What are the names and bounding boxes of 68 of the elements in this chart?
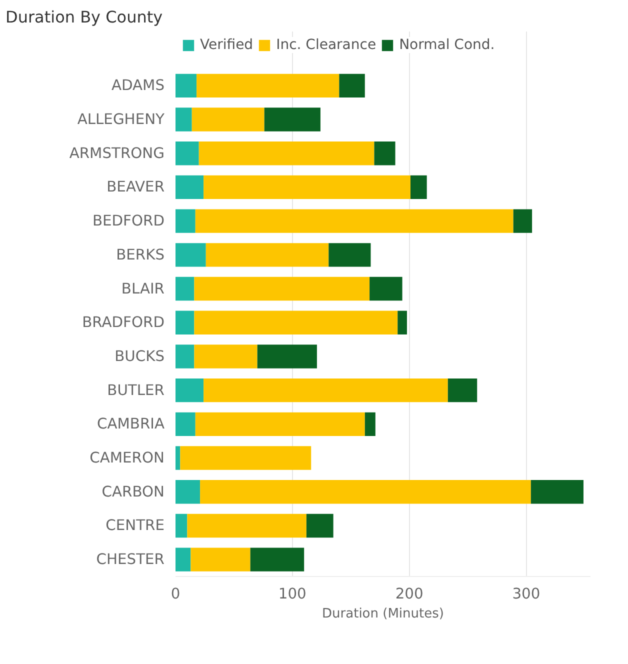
bar bbox=[194, 344, 258, 368]
bar bbox=[176, 480, 200, 504]
bar bbox=[398, 310, 407, 334]
bar bbox=[339, 74, 365, 98]
bar bbox=[176, 74, 197, 98]
y-tick-label: CAMERON bbox=[90, 450, 165, 467]
x-tick-label: 0 bbox=[170, 586, 180, 602]
bar bbox=[187, 514, 306, 538]
bar bbox=[204, 175, 410, 200]
legend-label: Verified bbox=[200, 37, 254, 53]
bar bbox=[198, 142, 374, 166]
bar bbox=[176, 378, 204, 402]
x-axis-title: Duration (Minutes) bbox=[322, 606, 444, 622]
y-tick-label: BERKS bbox=[116, 246, 165, 264]
x-tick-label: 100 bbox=[278, 586, 306, 602]
bar bbox=[328, 243, 371, 267]
bar bbox=[206, 243, 329, 267]
bar bbox=[176, 344, 194, 368]
bar bbox=[194, 276, 370, 301]
y-tick-label: ARMSTRONG bbox=[69, 144, 165, 162]
y-tick-label: BEAVER bbox=[106, 178, 164, 196]
bar bbox=[176, 310, 194, 334]
bar bbox=[250, 548, 304, 572]
y-tick-label: CARBON bbox=[102, 483, 165, 500]
bar bbox=[530, 480, 584, 504]
y-tick-label: BUTLER bbox=[107, 382, 165, 399]
bar bbox=[176, 514, 188, 538]
bar bbox=[176, 243, 206, 267]
bar bbox=[176, 175, 204, 200]
bar bbox=[194, 310, 398, 334]
bar bbox=[264, 108, 320, 132]
x-tick-label: 200 bbox=[395, 586, 424, 602]
bar bbox=[410, 175, 427, 200]
y-tick-label: BEDFORD bbox=[92, 212, 165, 230]
bar bbox=[190, 548, 250, 572]
bar bbox=[513, 209, 532, 233]
y-tick-label: CHESTER bbox=[96, 551, 165, 568]
bar bbox=[200, 480, 531, 504]
bar bbox=[370, 276, 402, 301]
y-tick-label: ADAMS bbox=[111, 77, 165, 94]
bar bbox=[176, 142, 199, 166]
y-tick-label: BUCKS bbox=[114, 348, 165, 365]
y-tick-label: ALLEGHENY bbox=[77, 111, 165, 128]
bar bbox=[176, 446, 180, 470]
bar bbox=[176, 412, 196, 436]
bar bbox=[204, 378, 448, 402]
bar bbox=[448, 378, 478, 402]
legend-label: Inc. Clearance bbox=[276, 37, 376, 53]
chart-title: Duration By County bbox=[6, 8, 163, 26]
bar bbox=[257, 344, 317, 368]
bar bbox=[374, 142, 396, 166]
bar bbox=[176, 276, 194, 301]
bar bbox=[306, 514, 334, 538]
bar bbox=[176, 108, 192, 132]
y-tick-label: BLAIR bbox=[121, 280, 165, 298]
bar bbox=[176, 209, 196, 233]
bar bbox=[176, 548, 191, 572]
bar bbox=[364, 412, 376, 436]
bar bbox=[192, 108, 264, 132]
y-tick-label: CENTRE bbox=[106, 517, 165, 534]
y-tick-label: CAMBRIA bbox=[97, 416, 165, 433]
legend-label: Normal Cond. bbox=[399, 37, 495, 53]
bar bbox=[195, 412, 365, 436]
bar bbox=[196, 74, 340, 98]
bar bbox=[195, 209, 514, 233]
bar bbox=[180, 446, 312, 470]
x-tick-label: 300 bbox=[512, 586, 540, 602]
y-tick-label: BRADFORD bbox=[82, 314, 165, 332]
